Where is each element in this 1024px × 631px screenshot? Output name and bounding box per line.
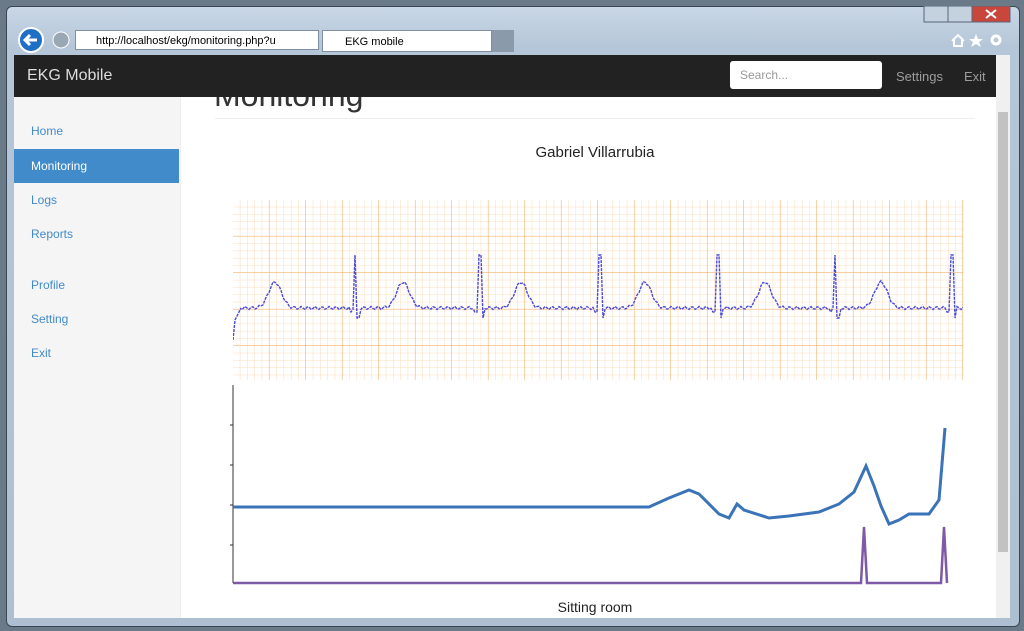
browser-tab[interactable]: EKG mobile: [322, 30, 492, 52]
divider: [215, 118, 975, 119]
sidebar-link[interactable]: Setting: [31, 312, 69, 326]
navbar: EKG Mobile Search... Settings Exit: [14, 55, 996, 97]
new-tab[interactable]: [492, 30, 514, 52]
nav-link[interactable]: Exit: [964, 69, 986, 84]
forward-button[interactable]: [52, 31, 70, 49]
address-bar[interactable]: http://localhost/ekg/monitoring.php?u: [75, 30, 319, 50]
tools-icon[interactable]: [990, 34, 1002, 46]
sidebar: Home Monitoring Logs Reports Profile Setting E…: [14, 97, 181, 618]
sidebar-link[interactable]: Logs: [31, 193, 58, 207]
home-icon[interactable]: [951, 33, 965, 47]
patient-name: Gabriel Villarrubia: [535, 144, 655, 161]
nav-link[interactable]: Settings: [896, 69, 943, 84]
minimize[interactable]: [923, 6, 949, 23]
nav-buttons: [18, 27, 70, 53]
sidebar-link[interactable]: Monitoring: [14, 149, 179, 183]
main: Home Monitoring Logs Reports Profile Setting E…: [14, 97, 996, 618]
favorites-icon[interactable]: [969, 34, 983, 47]
search-input[interactable]: Search...: [730, 61, 882, 89]
page-heading: Monitoring: [214, 97, 363, 114]
activity-chart: [230, 385, 949, 585]
room-label: Sitting room: [557, 599, 633, 615]
sidebar-link[interactable]: Reports: [31, 227, 74, 241]
ekg-strip: [233, 200, 963, 380]
maximize[interactable]: [947, 6, 973, 23]
scroll-thumb[interactable]: [998, 112, 1008, 552]
brand[interactable]: EKG Mobile: [27, 67, 113, 84]
sidebar-link[interactable]: Exit: [31, 346, 52, 360]
sidebar-link[interactable]: Profile: [31, 278, 66, 292]
window-controls: [923, 6, 1011, 47]
sidebar-link[interactable]: Home: [31, 124, 64, 138]
